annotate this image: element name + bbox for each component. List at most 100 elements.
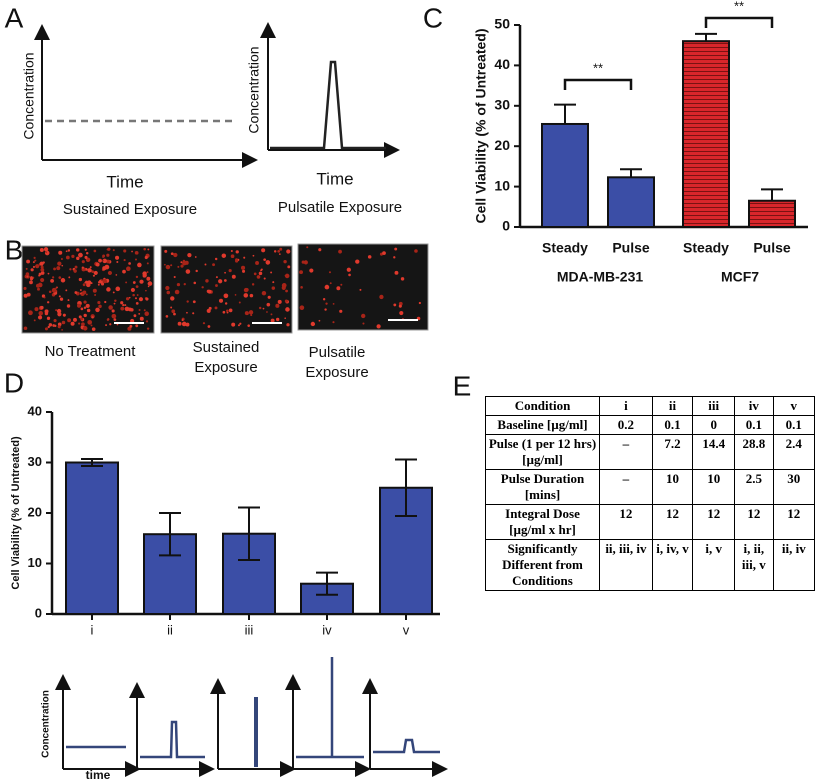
cell <box>223 279 227 282</box>
cell <box>124 306 130 312</box>
cell <box>284 274 287 277</box>
cell <box>109 323 112 326</box>
cell <box>300 286 303 289</box>
cell <box>78 277 83 282</box>
table-cell: 2.4 <box>772 434 816 470</box>
x-axis-label: time <box>86 768 111 782</box>
cell <box>58 276 62 279</box>
cell <box>394 270 399 275</box>
cell <box>418 301 421 305</box>
table-cell: ii, iv <box>772 539 816 591</box>
image-caption: Exposure <box>194 359 257 376</box>
cell <box>37 315 43 320</box>
image-caption: Exposure <box>305 364 368 381</box>
cell <box>301 260 305 264</box>
cell <box>255 261 259 265</box>
cell <box>275 303 280 308</box>
cell <box>80 317 84 321</box>
cell <box>98 304 102 309</box>
cell <box>70 321 75 326</box>
significance-label: ** <box>593 60 603 75</box>
table-cell: 14.4 <box>692 434 736 470</box>
cell <box>318 248 322 252</box>
cell <box>206 308 211 313</box>
cell <box>240 265 246 270</box>
cell <box>309 268 314 273</box>
cell <box>87 319 93 325</box>
cell <box>322 298 326 301</box>
bar <box>541 122 589 228</box>
cell <box>26 292 31 297</box>
x-tick-label: iv <box>322 622 332 637</box>
cell <box>50 278 55 283</box>
cell <box>262 307 265 310</box>
cell <box>248 310 254 315</box>
cell <box>92 274 95 277</box>
cell <box>194 256 197 258</box>
cell <box>145 289 147 292</box>
x-tick-label: Steady <box>683 240 729 256</box>
cell <box>83 306 87 309</box>
x-tick-label: v <box>403 622 410 637</box>
cell <box>85 280 89 284</box>
cell <box>97 283 100 286</box>
cell <box>224 271 226 274</box>
caption: Sustained Exposure <box>63 201 197 218</box>
bar <box>682 40 730 228</box>
table-row: Condition i ii iii iv v <box>484 396 816 416</box>
cell <box>116 323 119 326</box>
cell <box>177 265 180 268</box>
cell <box>57 325 61 329</box>
cell <box>108 305 113 310</box>
cell <box>29 280 33 285</box>
cell <box>115 255 120 260</box>
cell <box>249 293 254 298</box>
x-tick-label: Pulse <box>753 240 791 256</box>
image-caption: No Treatment <box>45 343 137 360</box>
table-cell: 0.2 <box>599 415 653 435</box>
cell <box>56 308 62 314</box>
cell <box>201 286 204 289</box>
cell <box>58 250 63 255</box>
cell <box>346 267 351 272</box>
cell <box>244 311 249 316</box>
cell <box>91 327 96 332</box>
cell <box>399 310 404 316</box>
cell <box>95 262 100 267</box>
cell <box>53 319 57 323</box>
panel-label: A <box>5 2 24 33</box>
cell <box>87 268 92 273</box>
cell <box>340 283 343 286</box>
table-cell: Significantly Different from Conditions <box>484 539 601 591</box>
cell <box>51 287 57 293</box>
table-cell: ii, iii, iv <box>599 539 653 591</box>
cell <box>102 259 104 262</box>
cell <box>135 275 139 279</box>
cell <box>23 293 28 298</box>
cell <box>235 250 239 254</box>
cell <box>84 248 87 251</box>
cell <box>348 273 351 277</box>
table-cell: iii <box>692 396 736 416</box>
cell <box>87 280 92 285</box>
cell <box>128 296 131 299</box>
cell <box>146 262 149 265</box>
cell <box>139 316 144 321</box>
cell <box>303 260 308 265</box>
cell <box>214 306 218 310</box>
cell <box>332 302 335 305</box>
cell <box>91 270 94 273</box>
table-cell: i, iv, v <box>651 539 694 591</box>
table-cell: 12 <box>734 504 774 540</box>
cell <box>144 255 148 260</box>
cell <box>92 288 97 293</box>
cell <box>173 312 176 316</box>
cell <box>100 282 105 286</box>
x-tick-label: Steady <box>542 240 588 256</box>
panel-label: B <box>5 234 24 265</box>
cell <box>106 253 110 257</box>
cell <box>318 319 321 322</box>
cell <box>234 294 237 296</box>
cell <box>247 324 250 327</box>
